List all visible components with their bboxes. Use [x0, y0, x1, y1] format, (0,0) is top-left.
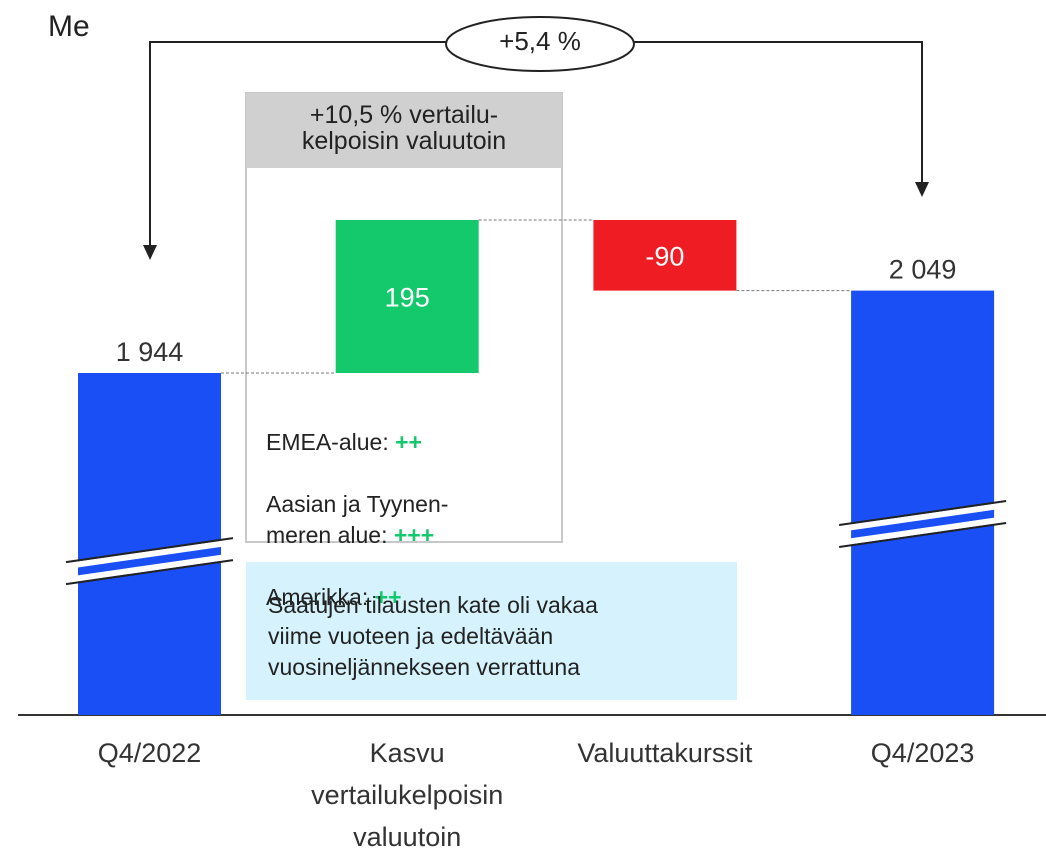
growth-item: Amerikka: ++ — [266, 582, 448, 613]
x-tick-label: Kasvu vertailukelpoisin valuutoin — [311, 738, 504, 852]
x-tick-label: Q4/2023 — [870, 738, 975, 768]
item-text: Aasian ja Tyynen- meren alue: — [266, 491, 449, 548]
unit-label: Me — [48, 10, 90, 43]
arrowhead — [915, 182, 929, 197]
axis-break — [838, 516, 1007, 546]
item-mark: ++ — [374, 584, 402, 610]
growth-item: EMEA-alue: ++ — [266, 427, 448, 458]
bar — [851, 290, 995, 715]
growth-list: EMEA-alue: ++ Aasian ja Tyynen- meren al… — [266, 396, 448, 644]
growth-item: Aasian ja Tyynen- meren alue: +++ — [266, 489, 448, 551]
axis-break-edge — [65, 537, 234, 564]
value-label: -90 — [645, 241, 684, 271]
bar — [335, 220, 479, 373]
change-ellipse — [445, 16, 635, 72]
note-box — [246, 562, 737, 700]
change-arrow-right — [633, 41, 923, 190]
value-label: 2 049 — [889, 255, 957, 285]
item-text: Amerikka: — [266, 584, 375, 610]
note: Saatujen tilausten kate oli vakaa viime … — [268, 592, 598, 680]
change-arrow-left — [149, 41, 447, 255]
change-label: +5,4 % — [499, 26, 581, 56]
bar — [593, 220, 737, 291]
item-mark: ++ — [395, 429, 422, 455]
value-label: 1 944 — [116, 337, 184, 367]
axis-break — [65, 539, 234, 570]
item-mark: +++ — [393, 522, 435, 548]
axis-break — [838, 502, 1007, 532]
axis-break-edge — [65, 559, 234, 586]
axis-break-edge — [838, 522, 1007, 549]
axis-break — [65, 553, 234, 584]
growth-box-header — [246, 93, 562, 168]
axis-break-edge — [838, 500, 1007, 527]
x-tick-label: Q4/2022 — [97, 738, 202, 768]
growth-box-title: +10,5 % vertailu- kelpoisin valuutoin — [301, 101, 507, 155]
item-text: EMEA-alue: — [266, 429, 396, 455]
arrowhead — [143, 245, 157, 260]
x-tick-label: Valuuttakurssit — [577, 738, 753, 768]
value-label: 195 — [385, 283, 430, 313]
